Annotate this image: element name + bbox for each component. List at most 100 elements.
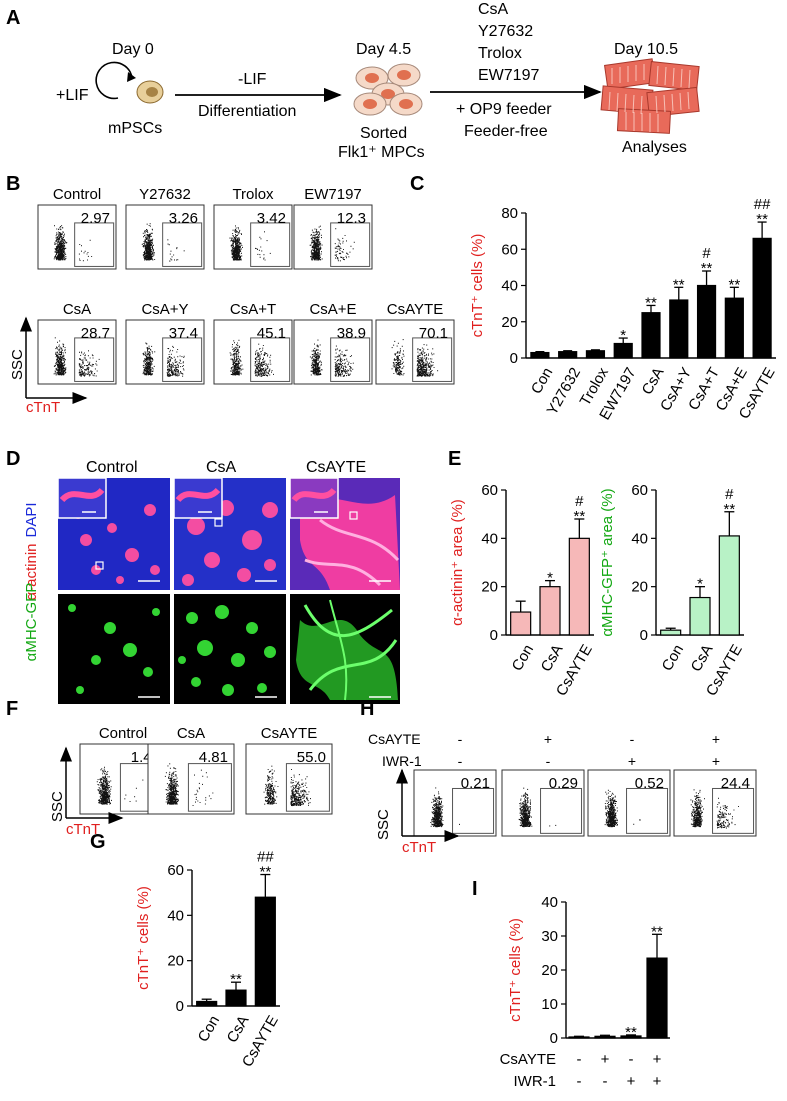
significance-mark: ## xyxy=(257,849,274,866)
flow-events xyxy=(53,337,100,377)
flow-plot-title: Control xyxy=(53,186,101,203)
self-renew-arrow-icon xyxy=(95,61,133,100)
panel-i-bar-chart: 0 10 20 30 40 ** ** cTnT⁺ cells (%) CsAYTE IWR-1 -… xyxy=(500,894,670,1090)
panel-h-flow-plots: 0.21 0.29 0.52 24.4 xyxy=(396,768,757,842)
panel-a-schematic: Day 0 +LIF mPSCs -LIF Differentiation Da… xyxy=(56,1,700,161)
flow-plot: CsAYTE 70.1 xyxy=(375,301,455,385)
y-tick-label: 40 xyxy=(631,530,648,547)
y-tick-label: 60 xyxy=(167,862,184,879)
significance-mark: # xyxy=(702,245,711,262)
flow-gate xyxy=(330,337,371,382)
i-row-label-csayte: CsAYTE xyxy=(500,1051,556,1068)
bar xyxy=(254,896,276,1007)
flow-plot-title: CsAYTE xyxy=(261,725,317,742)
panel-label-b: B xyxy=(6,173,20,195)
h-sign: - xyxy=(630,731,635,747)
feeder-free-label: Feeder-free xyxy=(464,123,548,140)
flow-plot-frame xyxy=(125,319,205,385)
flow-plot: Trolox 3.42 xyxy=(213,186,293,270)
y-tick-label: 20 xyxy=(501,314,518,331)
bar xyxy=(669,299,689,359)
flow-gate xyxy=(285,763,330,812)
significance-mark: * xyxy=(547,570,553,587)
flow-gate-value: 24.4 xyxy=(721,775,750,792)
flow-gate-value: 0.29 xyxy=(549,775,578,792)
flow-plot: CsA+Y 37.4 xyxy=(125,301,205,385)
flow-gate xyxy=(74,222,115,267)
bar xyxy=(718,535,740,636)
row-label-actinin: α-actinin xyxy=(23,543,40,600)
category-label: CsA xyxy=(538,642,567,675)
analyses-label: Analyses xyxy=(622,139,687,156)
flow-plot: CsA+T 45.1 xyxy=(213,301,293,385)
flow-plot-frame xyxy=(125,204,205,270)
category-label: Con xyxy=(195,1013,223,1045)
flow-gate xyxy=(162,222,203,267)
day45-label: Day 4.5 xyxy=(356,41,411,58)
bar xyxy=(585,350,606,359)
panel-label-f: F xyxy=(6,698,18,720)
flow-plot: EW7197 12.3 xyxy=(293,186,373,270)
category-label: CsA xyxy=(688,642,717,675)
flow-gate-value: 12.3 xyxy=(337,210,366,227)
flow-gate-value: 38.9 xyxy=(337,325,366,342)
y-tick-label: 0 xyxy=(176,998,184,1015)
category-label: Con xyxy=(509,642,537,674)
flow-events xyxy=(430,787,460,828)
flow-gate-value: 55.0 xyxy=(297,749,326,766)
flow-gate-value: 0.52 xyxy=(635,775,664,792)
flow-plot: CsAYTE 55.0 xyxy=(245,725,333,815)
flow-plot-frame xyxy=(245,743,333,815)
col-label-csa: CsA xyxy=(206,459,237,476)
ctnt-axis-label-f: cTnT xyxy=(66,821,100,838)
flow-plot-frame xyxy=(501,769,585,837)
compound-ew7197: EW7197 xyxy=(478,67,539,84)
panel-d-microscopy: Control CsA CsAYTE α-actinin DAPI αMHC-G… xyxy=(23,459,400,704)
lif-label: +LIF xyxy=(56,87,89,104)
y-axis-label: cTnT⁺ cells (%) xyxy=(507,918,524,1022)
compound-csa: CsA xyxy=(478,1,509,18)
y-tick-label: 40 xyxy=(501,278,518,295)
flow-events xyxy=(229,339,274,377)
panel-b-flow-plots: Control 2.97 Y27632 3.26 Trolox 3.42 EW7197 12.… xyxy=(20,186,455,404)
significance-mark: ** xyxy=(723,501,735,518)
i-sign: + xyxy=(653,1051,662,1068)
flow-plot-title: Control xyxy=(99,725,147,742)
ctnt-axis-label-h: cTnT xyxy=(402,839,436,856)
flow-events xyxy=(53,225,93,262)
panel-label-a: A xyxy=(6,7,20,29)
panel-h-treatment-table: CsAYTE IWR-1 - + - + - - + + xyxy=(368,731,720,769)
y-tick-label: 40 xyxy=(541,894,558,911)
flow-events xyxy=(604,789,641,828)
y-tick-label: 20 xyxy=(631,579,648,596)
y-tick-label: 20 xyxy=(481,579,498,596)
y-axis-label: cTnT⁺ cells (%) xyxy=(135,886,152,990)
flow-gate xyxy=(452,787,495,834)
flow-plot-title: CsA xyxy=(177,725,205,742)
y-tick-label: 30 xyxy=(541,928,558,945)
flow-plot-frame xyxy=(37,204,117,270)
mpc-cells-icon xyxy=(353,63,423,116)
compound-y27632: Y27632 xyxy=(478,23,533,40)
mpscs-label: mPSCs xyxy=(108,120,162,137)
flow-gate xyxy=(187,763,232,812)
h-sign: + xyxy=(712,753,720,769)
flow-events xyxy=(690,789,739,829)
compound-trolox: Trolox xyxy=(478,45,522,62)
y-tick-label: 0 xyxy=(550,1030,558,1047)
minus-lif-label: -LIF xyxy=(238,71,267,88)
bar xyxy=(568,1036,590,1039)
ctnt-axis-label-b: cTnT xyxy=(26,399,60,416)
significance-mark: ** xyxy=(259,864,271,881)
y-tick-label: 0 xyxy=(640,627,648,644)
i-sign: - xyxy=(603,1073,608,1090)
flow-plot: Y27632 3.26 xyxy=(125,186,205,270)
y-axis-label: α-actinin⁺ area (%) xyxy=(449,499,466,626)
h-sign: + xyxy=(712,731,720,747)
bar xyxy=(594,1035,616,1039)
flow-gate-value: 28.7 xyxy=(81,325,110,342)
